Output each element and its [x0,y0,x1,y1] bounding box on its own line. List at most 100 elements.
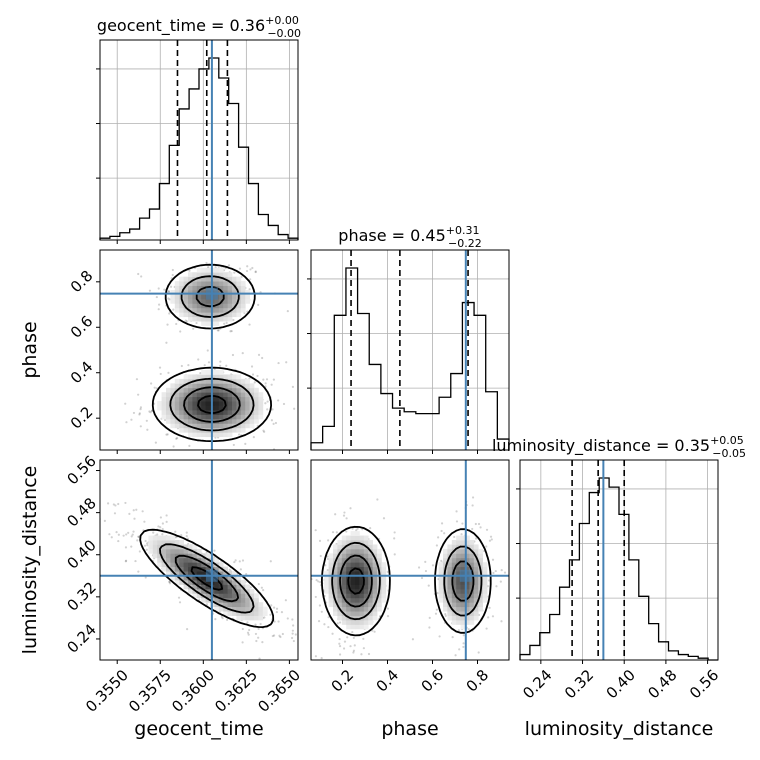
density-cell [174,378,180,384]
density-cell [254,611,259,616]
density-cell [363,593,369,599]
sample-point [277,399,280,402]
sample-point [197,358,200,361]
sample-point [323,623,326,626]
density-cell [179,557,184,563]
density-cell [174,571,180,576]
density-cell [223,405,228,411]
density-cell [214,392,220,398]
sample-point [241,352,244,355]
density-cell [218,285,224,291]
sample-point [199,371,202,375]
density-cell [465,620,470,625]
density-cell [188,548,193,554]
sample-point [335,531,338,534]
density-cell [188,298,193,304]
density-cell [179,571,184,576]
sample-point [251,266,254,270]
sample-point [272,606,276,609]
density-cell [232,378,237,384]
density-cell [201,588,206,594]
density-cell [333,606,338,612]
density-cell [232,281,237,286]
density-cell [223,294,228,300]
contour-level-2 [159,543,255,614]
sample-point [177,596,181,599]
sample-point [444,612,447,616]
density-cell [240,580,246,585]
sample-point [307,586,309,588]
sample-point [386,615,390,618]
sample-point [145,542,149,545]
sample-point [471,496,475,499]
sample-point [282,402,286,406]
density-cell [227,392,233,398]
density-cell [214,387,220,393]
density-cell [333,588,338,594]
sample-point [281,632,284,636]
sample-point [393,531,396,534]
density-cell [341,553,347,559]
density-cell [179,276,184,282]
density-cell [245,611,250,616]
density-cell [188,432,193,438]
density-cell [372,553,378,559]
density-cell [223,566,228,572]
density-cell [223,580,228,585]
density-cell [245,597,250,603]
sample-point [175,437,178,440]
sample-point [159,372,162,376]
density-cell [201,562,206,568]
density-cell [166,401,171,406]
scatter-panel-geocent_time-vs-phase [96,249,299,454]
sample-point [148,289,152,292]
density-cell [170,396,176,402]
density-cell [355,606,360,612]
density-cell [451,593,457,599]
density-cell [223,427,228,433]
density-cell [227,374,233,380]
sample-point [114,504,117,507]
density-cell [236,392,242,398]
density-cell [249,383,255,389]
density-cell [363,571,369,576]
density-cell [214,370,220,375]
sample-point [179,330,182,333]
density-cell [465,588,470,594]
density-cell [258,405,264,411]
density-cell [223,316,228,322]
density-cell [346,624,351,630]
sample-point [245,269,249,273]
density-cell [223,383,228,389]
sample-point [360,653,363,656]
density-cell [245,405,250,411]
density-cell [196,307,202,313]
density-cell [478,562,483,568]
sample-point [168,582,172,585]
sample-point [158,303,161,306]
density-cell [381,588,387,594]
sample-point [269,613,272,616]
density-cell [192,383,198,389]
sample-point [130,418,133,421]
density-cell [201,410,206,415]
density-cell [368,544,373,550]
sample-point [249,278,252,281]
density-cell [188,294,193,300]
sample-point [462,634,465,637]
density-cell [232,410,237,415]
density-cell [196,432,202,438]
density-cell [465,548,470,554]
sample-point [338,621,342,624]
density-cell [236,410,242,415]
sample-point [431,564,435,567]
density-cell [223,285,228,291]
density-cell [218,378,224,384]
sample-point [175,322,178,326]
density-cell [205,584,211,590]
density-cell [174,548,180,554]
density-cell [227,571,233,576]
density-cell [183,566,189,572]
x-tick-label-geocent_time-1: 0.3575 [125,666,175,716]
density-cell [249,392,255,398]
